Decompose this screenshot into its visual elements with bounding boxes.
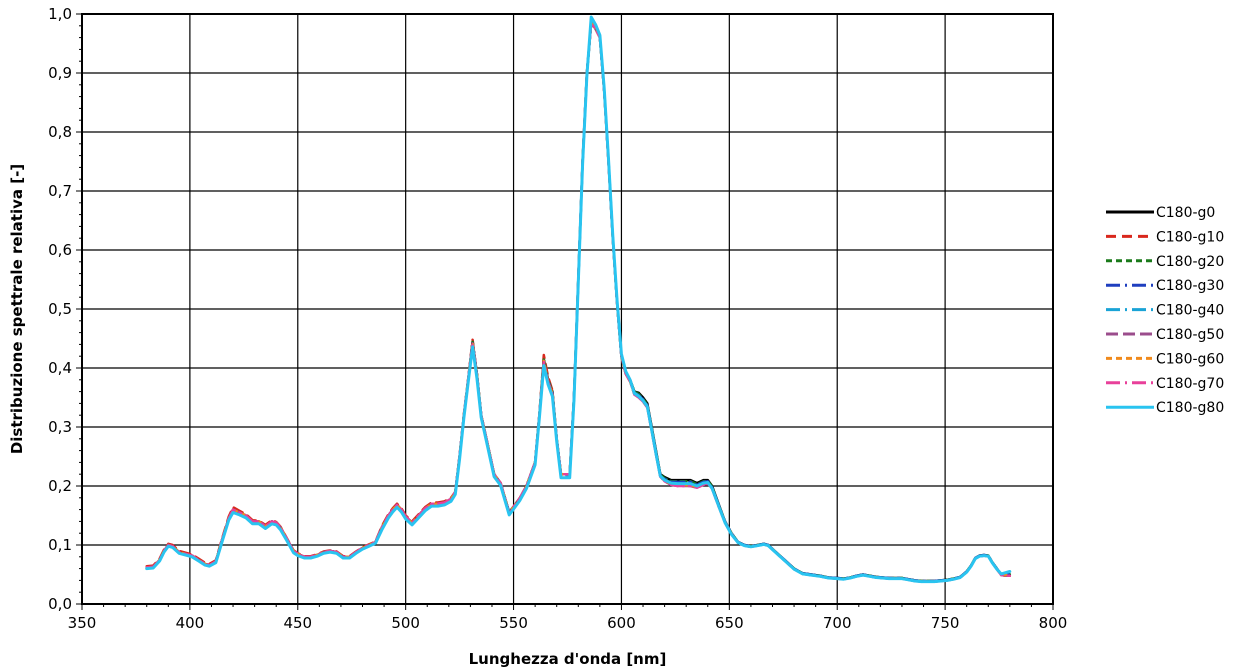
legend-label: C180-g60: [1156, 351, 1224, 367]
legend-item: C180-g40: [1106, 303, 1224, 319]
legend-item: C180-g70: [1106, 376, 1224, 392]
series-lines: [145, 15, 1012, 584]
x-tick-label: 500: [391, 614, 420, 632]
y-axis-ticks: 0,0 0,1 0,2 0,3 0,4 0,5 0,6 0,7 0,8 0,9 1,0: [48, 5, 82, 613]
x-tick-label: 550: [499, 614, 528, 632]
y-tick-label: 1,0: [48, 5, 72, 23]
legend-item: C180-g50: [1106, 327, 1224, 343]
plot-frame: [81, 13, 1054, 605]
legend-item: C180-g80: [1106, 400, 1224, 416]
x-tick-label: 650: [715, 614, 744, 632]
legend-item: C180-g60: [1106, 351, 1224, 367]
legend-label: C180-g10: [1156, 229, 1224, 245]
legend-item: C180-g10: [1106, 229, 1224, 245]
x-tick-label: 700: [823, 614, 852, 632]
y-tick-label: 0,6: [48, 241, 72, 259]
x-tick-label: 400: [176, 614, 205, 632]
y-tick-label: 0,9: [48, 64, 72, 82]
legend-label: C180-g0: [1156, 205, 1215, 221]
x-tick-label: 750: [931, 614, 960, 632]
y-tick-label: 0,1: [48, 536, 72, 554]
legend-label: C180-g80: [1156, 400, 1224, 416]
y-tick-label: 0,2: [48, 477, 72, 495]
legend-item: C180-g30: [1106, 278, 1224, 294]
legend-label: C180-g40: [1156, 303, 1224, 319]
legend-label: C180-g30: [1156, 278, 1224, 294]
x-tick-label: 450: [283, 614, 312, 632]
legend-item: C180-g0: [1106, 205, 1215, 221]
x-axis-title: Lunghezza d'onda [nm]: [469, 650, 667, 668]
y-tick-label: 0,5: [48, 300, 72, 318]
legend-label: C180-g20: [1156, 254, 1224, 270]
x-tick-label: 350: [68, 614, 97, 632]
series-line-C180-g80: [145, 15, 1012, 584]
grid-lines: [81, 13, 1054, 605]
legend-label: C180-g70: [1156, 376, 1224, 392]
y-tick-label: 0,3: [48, 418, 72, 436]
x-tick-label: 600: [607, 614, 636, 632]
y-tick-label: 0,0: [48, 595, 72, 613]
y-tick-label: 0,8: [48, 123, 72, 141]
x-axis-ticks: 350 400 450 500 550 600 650 700 750 800: [68, 604, 1068, 632]
y-tick-label: 0,4: [48, 359, 72, 377]
legend-label: C180-g50: [1156, 327, 1224, 343]
legend-item: C180-g20: [1106, 254, 1224, 270]
legend: C180-g0 C180-g10 C180-g20 C180-g30 C180-g40 C…: [1106, 205, 1224, 416]
x-tick-label: 800: [1039, 614, 1068, 632]
y-axis-title: Distribuzione spettrale relativa [-]: [8, 164, 26, 454]
y-tick-label: 0,7: [48, 182, 72, 200]
